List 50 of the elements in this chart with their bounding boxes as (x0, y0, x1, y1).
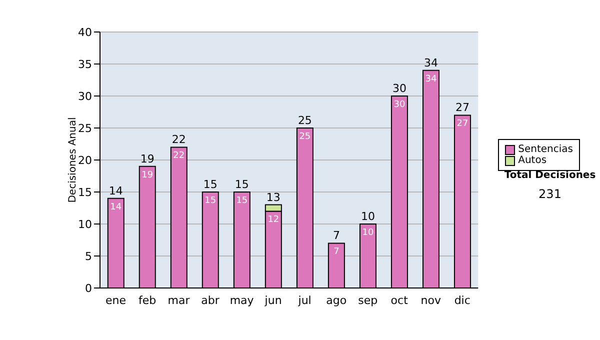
data-label: 12 (268, 215, 280, 226)
total-label: 10 (360, 210, 375, 223)
data-label: 22 (173, 151, 185, 162)
x-tick-label: jun (264, 294, 282, 307)
data-label: 30 (394, 100, 406, 110)
total-label: 25 (298, 114, 312, 127)
y-tick-label: 5 (85, 250, 92, 263)
data-label: 34 (425, 74, 437, 84)
legend-label: Autos (518, 155, 547, 166)
x-tick-label: ago (326, 294, 347, 307)
data-label: 10 (362, 228, 374, 238)
data-label: 15 (236, 196, 248, 206)
x-tick-label: nov (420, 294, 442, 307)
total-label: 14 (108, 184, 123, 198)
y-tick-label: 15 (78, 186, 92, 199)
x-tick-label: abr (201, 294, 220, 307)
y-tick-label: 40 (78, 26, 92, 39)
x-tick-label: oct (390, 294, 409, 307)
total-label: 30 (392, 82, 406, 95)
data-label: 27 (456, 119, 468, 130)
total-label: 19 (140, 152, 154, 166)
total-label: 15 (203, 178, 218, 191)
y-axis-title: Decisiones Anual (68, 117, 79, 203)
y-tick-label: 10 (78, 218, 92, 231)
data-label: 7 (334, 247, 340, 258)
legend-label: Sentencias (518, 144, 573, 155)
y-tick-label: 35 (78, 58, 92, 71)
x-tick-label: may (230, 294, 254, 307)
total-label: 15 (234, 178, 249, 191)
x-tick-label: mar (168, 294, 190, 307)
y-tick-label: 25 (78, 122, 92, 135)
y-tick-label: 0 (85, 282, 92, 295)
x-tick-label: feb (138, 294, 156, 307)
x-tick-label: jul (297, 294, 312, 307)
total-label: 34 (424, 56, 438, 70)
text: Total Decisiones (503, 170, 597, 181)
total-label: 7 (332, 229, 340, 242)
total-label: 13 (266, 190, 280, 204)
total-label: 22 (172, 133, 186, 146)
data-label: 14 (110, 202, 122, 212)
text: 231 (538, 187, 562, 201)
x-tick-label: ene (105, 294, 126, 307)
total-label: 27 (455, 101, 470, 114)
data-label: 19 (142, 170, 154, 180)
x-tick-label: dic (454, 294, 470, 307)
y-tick-label: 20 (78, 154, 92, 167)
data-label: 15 (204, 196, 216, 206)
y-tick-label: 30 (78, 90, 92, 103)
x-tick-label: sep (358, 294, 378, 307)
data-label: 25 (299, 132, 311, 142)
